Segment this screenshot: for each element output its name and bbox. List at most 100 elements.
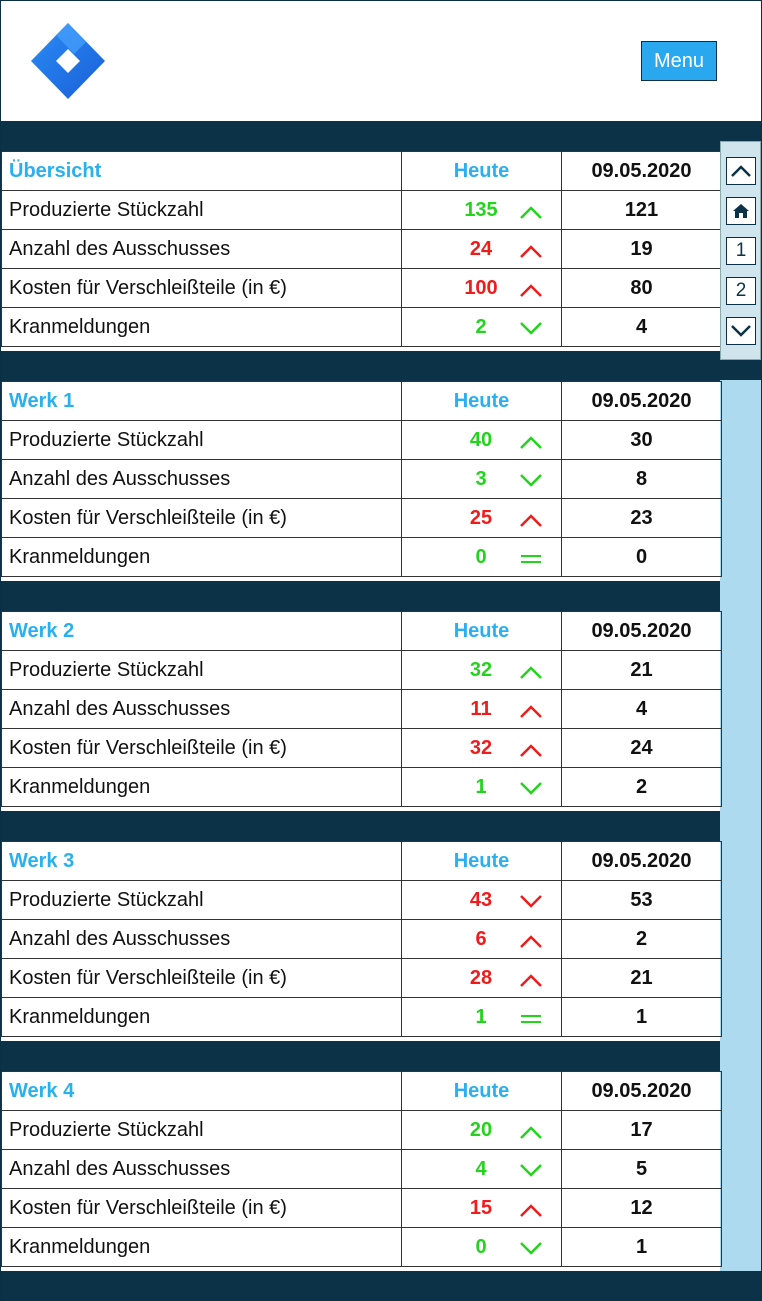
home-icon: [733, 204, 749, 218]
today-value: 4: [475, 1158, 487, 1180]
today-cell: 24: [401, 229, 562, 269]
trend-down-icon: [520, 895, 542, 908]
today-value: 28: [469, 967, 493, 989]
date-column-header: 09.05.2020: [561, 381, 722, 421]
kpi-table: Werk 4 Heute 09.05.2020 Produzierte Stückza…: [1, 1071, 722, 1267]
trend-up-icon: [520, 1204, 542, 1217]
table-row: Anzahl des Ausschusses 4 5: [1, 1149, 722, 1189]
table-row: Kosten für Verschleißteile (in €) 15 12: [1, 1188, 722, 1228]
previous-value: 21: [561, 958, 722, 998]
section-divider: [1, 581, 761, 611]
kpi-section: Übersicht Heute 09.05.2020 Produzierte Stüc…: [1, 151, 722, 347]
date-column-header: 09.05.2020: [561, 151, 722, 191]
home-button[interactable]: [726, 197, 756, 225]
menu-button[interactable]: Menu: [641, 41, 717, 81]
kpi-section: Werk 4 Heute 09.05.2020 Produzierte Stückza…: [1, 1071, 722, 1267]
today-cell: 3: [401, 459, 562, 499]
previous-value: 2: [561, 767, 722, 807]
previous-value: 121: [561, 190, 722, 230]
metric-label: Kosten für Verschleißteile (in €): [1, 1188, 402, 1228]
section-title: Werk 3: [1, 841, 402, 881]
metric-label: Kosten für Verschleißteile (in €): [1, 498, 402, 538]
page-1-button[interactable]: 1: [726, 237, 756, 265]
previous-value: 53: [561, 880, 722, 920]
previous-value: 19: [561, 229, 722, 269]
previous-value: 4: [561, 307, 722, 347]
today-value: 1: [475, 1006, 487, 1028]
kpi-table: Werk 2 Heute 09.05.2020 Produzierte Stückza…: [1, 611, 722, 807]
today-cell: 32: [401, 650, 562, 690]
today-value: 11: [470, 698, 492, 720]
trend-down-icon: [520, 1164, 542, 1177]
table-header-row: Werk 4 Heute 09.05.2020: [1, 1071, 722, 1111]
metric-label: Kranmeldungen: [1, 537, 402, 577]
section-divider: [1, 811, 761, 841]
today-value: 20: [469, 1119, 493, 1141]
scroll-down-button[interactable]: [726, 317, 756, 345]
kpi-section: Werk 3 Heute 09.05.2020 Produzierte Stückza…: [1, 841, 722, 1037]
metric-label: Anzahl des Ausschusses: [1, 919, 402, 959]
previous-value: 8: [561, 459, 722, 499]
today-value: 0: [475, 546, 487, 568]
today-cell: 1: [401, 767, 562, 807]
table-row: Produzierte Stückzahl 32 21: [1, 650, 722, 690]
metric-label: Produzierte Stückzahl: [1, 420, 402, 460]
today-cell: 2: [401, 307, 562, 347]
trend-down-icon: [520, 474, 542, 487]
table-row: Produzierte Stückzahl 20 17: [1, 1110, 722, 1150]
trend-equal-icon: [521, 555, 541, 563]
table-row: Kosten für Verschleißteile (in €) 28 21: [1, 958, 722, 998]
trend-up-icon: [520, 436, 542, 449]
trend-up-icon: [520, 514, 542, 527]
kpi-table: Übersicht Heute 09.05.2020 Produzierte Stüc…: [1, 151, 722, 347]
section-title: Werk 1: [1, 381, 402, 421]
previous-value: 5: [561, 1149, 722, 1189]
today-column-header: Heute: [401, 151, 562, 191]
today-value: 24: [469, 238, 493, 260]
today-value: 43: [469, 889, 493, 911]
previous-value: 24: [561, 728, 722, 768]
table-header-row: Werk 3 Heute 09.05.2020: [1, 841, 722, 881]
chevron-down-icon: [731, 325, 751, 337]
previous-value: 80: [561, 268, 722, 308]
header: Menu: [1, 1, 761, 120]
today-value: 32: [469, 737, 493, 759]
scroll-up-button[interactable]: [726, 157, 756, 185]
section-title: Werk 2: [1, 611, 402, 651]
previous-value: 17: [561, 1110, 722, 1150]
metric-label: Produzierte Stückzahl: [1, 190, 402, 230]
metric-label: Kosten für Verschleißteile (in €): [1, 958, 402, 998]
today-column-header: Heute: [401, 611, 562, 651]
side-strip: [720, 380, 761, 1271]
today-cell: 4: [401, 1149, 562, 1189]
today-value: 100: [464, 277, 498, 299]
table-row: Kranmeldungen 1 1: [1, 997, 722, 1037]
metric-label: Anzahl des Ausschusses: [1, 689, 402, 729]
table-row: Kranmeldungen 0 0: [1, 537, 722, 577]
today-cell: 135: [401, 190, 562, 230]
today-cell: 28: [401, 958, 562, 998]
date-column-header: 09.05.2020: [561, 1071, 722, 1111]
today-value: 6: [475, 928, 487, 950]
table-row: Kosten für Verschleißteile (in €) 32 24: [1, 728, 722, 768]
metric-label: Kosten für Verschleißteile (in €): [1, 268, 402, 308]
previous-value: 30: [561, 420, 722, 460]
table-header-row: Übersicht Heute 09.05.2020: [1, 151, 722, 191]
metric-label: Anzahl des Ausschusses: [1, 1149, 402, 1189]
today-cell: 0: [401, 537, 562, 577]
section-divider: [1, 1041, 761, 1071]
table-row: Produzierte Stückzahl 135 121: [1, 190, 722, 230]
previous-value: 21: [561, 650, 722, 690]
table-row: Kosten für Verschleißteile (in €) 25 23: [1, 498, 722, 538]
table-row: Anzahl des Ausschusses 3 8: [1, 459, 722, 499]
previous-value: 2: [561, 919, 722, 959]
table-row: Produzierte Stückzahl 40 30: [1, 420, 722, 460]
metric-label: Kosten für Verschleißteile (in €): [1, 728, 402, 768]
page-2-button[interactable]: 2: [726, 277, 756, 305]
trend-down-icon: [520, 1242, 542, 1255]
today-cell: 20: [401, 1110, 562, 1150]
metric-label: Kranmeldungen: [1, 997, 402, 1037]
today-column-header: Heute: [401, 841, 562, 881]
today-cell: 43: [401, 880, 562, 920]
today-value: 1: [475, 776, 487, 798]
